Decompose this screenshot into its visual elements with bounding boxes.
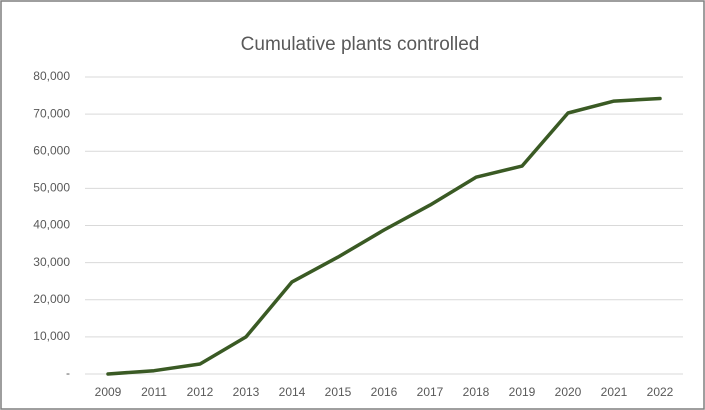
x-tick-label: 2022 bbox=[647, 385, 674, 399]
x-tick-label: 2012 bbox=[187, 385, 214, 399]
chart-title: Cumulative plants controlled bbox=[241, 34, 480, 55]
y-tick-label: 80,000 bbox=[33, 69, 70, 83]
x-tick-label: 2014 bbox=[279, 385, 306, 399]
y-tick-label: 50,000 bbox=[33, 181, 70, 195]
data-line bbox=[106, 96, 662, 376]
y-tick-label: 40,000 bbox=[33, 218, 70, 232]
x-tick-label: 2009 bbox=[95, 385, 122, 399]
y-tick-label: 60,000 bbox=[33, 143, 70, 157]
x-tick-label: 2015 bbox=[325, 385, 352, 399]
x-tick-label: 2016 bbox=[371, 385, 398, 399]
y-tick-label: 10,000 bbox=[33, 329, 70, 343]
y-tick-label: 70,000 bbox=[33, 106, 70, 120]
x-tick-label: 2018 bbox=[463, 385, 490, 399]
x-tick-label: 2020 bbox=[555, 385, 582, 399]
x-tick-label: 2011 bbox=[141, 385, 167, 399]
x-tick-label: 2013 bbox=[233, 385, 260, 399]
x-tick-label: 2021 bbox=[601, 385, 628, 399]
x-tick-label: 2017 bbox=[417, 385, 444, 399]
x-tick-label: 2019 bbox=[509, 385, 536, 399]
y-tick-label: 30,000 bbox=[33, 255, 70, 269]
y-tick-label: 20,000 bbox=[33, 292, 70, 306]
y-tick-label: - bbox=[66, 366, 70, 380]
